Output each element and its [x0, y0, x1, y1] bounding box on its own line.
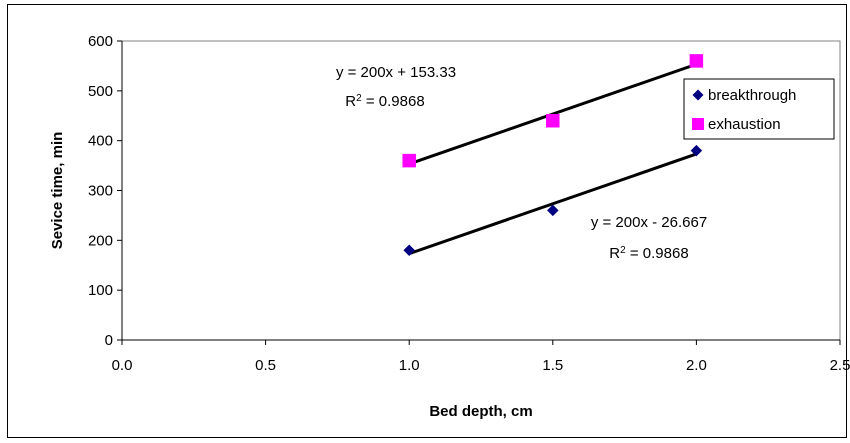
y-tick-label: 400	[88, 133, 113, 150]
y-tick-label: 500	[88, 83, 113, 100]
legend-marker-exhaustion	[692, 118, 704, 130]
trendline-r2-breakthrough: R2 = 0.9868	[609, 245, 688, 263]
y-tick-label: 200	[88, 232, 113, 249]
trendline-equation-exhaustion: y = 200x + 153.33	[336, 64, 456, 81]
x-tick-label: 0.0	[112, 357, 133, 374]
x-tick-label: 2.5	[830, 357, 850, 374]
x-tick-label: 2.0	[686, 357, 707, 374]
x-axis-title: Bed depth, cm	[429, 403, 532, 420]
point-exhaustion	[546, 113, 560, 128]
data-markers	[402, 54, 704, 257]
legend-label-breakthrough: breakthrough	[708, 87, 796, 104]
x-tick-label: 1.5	[542, 357, 563, 374]
point-exhaustion	[689, 54, 704, 68]
point-breakthrough	[403, 244, 416, 257]
trendline-equation-breakthrough: y = 200x - 26.667	[591, 214, 707, 231]
y-tick-label: 600	[88, 33, 113, 50]
y-tick-label: 300	[88, 183, 113, 200]
annotations: y = 200x - 26.667 R2 = 0.9868 y = 200x + 1…	[336, 64, 707, 262]
y-tick-label: 0	[105, 332, 113, 349]
legend: breakthrough exhaustion	[683, 78, 835, 140]
point-exhaustion	[402, 153, 416, 168]
legend-box	[683, 78, 835, 140]
trendline-breakthrough	[408, 152, 697, 256]
trendline-r2-exhaustion: R2 = 0.9868	[345, 93, 424, 111]
legend-marker-breakthrough	[692, 89, 704, 101]
legend-label-exhaustion: exhaustion	[708, 116, 781, 133]
x-tick-label: 1.0	[399, 357, 420, 374]
axes: 0 100 200 300 400 500 600 0.0 0.5 1.0 1.5 2.0 2.5	[88, 33, 850, 374]
y-axis-title: Sevice time, min	[49, 132, 66, 250]
point-breakthrough	[690, 144, 703, 157]
y-tick-label: 100	[88, 282, 113, 299]
point-breakthrough	[546, 204, 559, 217]
x-tick-label: 0.5	[255, 357, 276, 374]
